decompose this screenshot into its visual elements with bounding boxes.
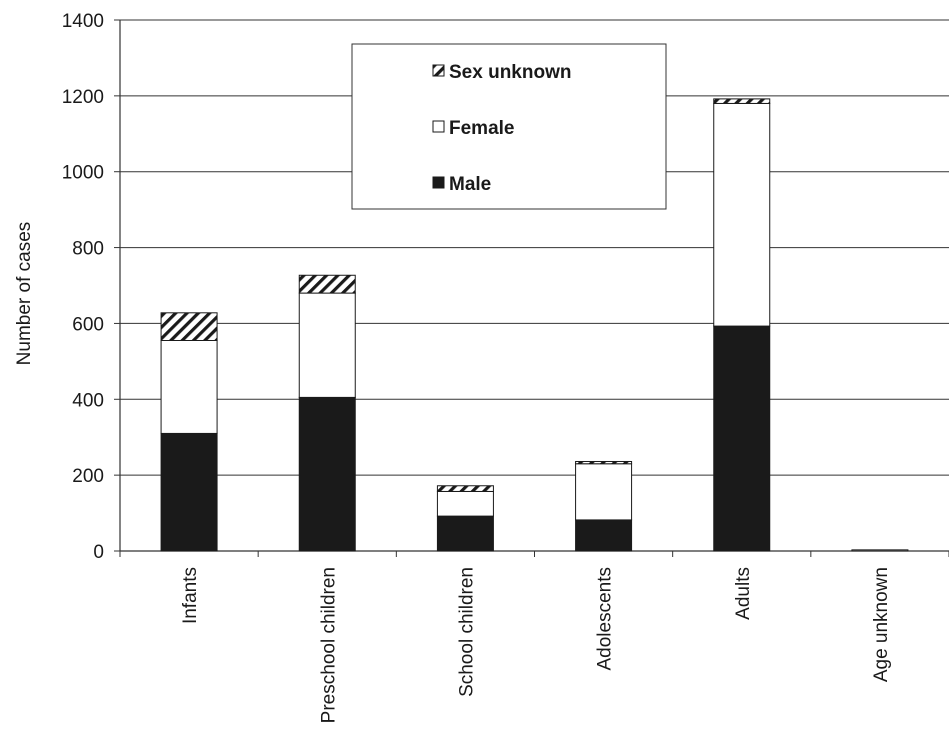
y-tick-label: 400 — [72, 390, 104, 411]
x-category-label: Infants — [180, 567, 201, 624]
x-category-label: Adolescents — [595, 567, 616, 671]
legend-label: Male — [449, 174, 491, 195]
bar-segment-female — [160, 339, 218, 434]
bars — [160, 98, 909, 552]
bar-segment-male — [160, 432, 218, 552]
bar-segment-sex-unknown — [575, 460, 633, 465]
bar-segment-male — [575, 519, 633, 552]
bar-segment-female — [713, 102, 771, 327]
bar-segment-female — [436, 490, 494, 517]
bar-segment-male — [436, 515, 494, 552]
y-axis-title: Number of cases — [14, 222, 35, 366]
bar-segment-sex-unknown — [713, 98, 771, 104]
labels: 0 200 400 600 800 1000 1200 1400 Infants Preschoo… — [14, 11, 892, 723]
bar-segment-male — [298, 396, 356, 552]
bar-segment-female — [851, 549, 909, 552]
y-tick-label: 1000 — [62, 163, 104, 184]
legend-label: Female — [449, 118, 514, 139]
y-tick-label: 800 — [72, 239, 104, 260]
y-tick-label: 0 — [93, 542, 104, 563]
bar-segment-sex-unknown — [298, 274, 356, 294]
legend-swatch-male — [432, 176, 445, 189]
axes — [114, 19, 949, 557]
legend-swatch-sex-unknown — [432, 64, 445, 77]
x-category-label: School children — [456, 567, 477, 697]
bar-segment-sex-unknown — [160, 312, 218, 341]
legend-label: Sex unknown — [449, 62, 571, 83]
x-category-label: Adults — [733, 567, 754, 620]
y-tick-label: 1200 — [62, 87, 104, 108]
legend: Sex unknown Female Male — [351, 43, 667, 210]
bar-segment-male — [713, 325, 771, 552]
x-category-label: Preschool children — [318, 567, 339, 723]
x-category-label: Age unknown — [871, 567, 892, 682]
legend-swatch-female — [432, 120, 445, 133]
y-tick-label: 200 — [72, 466, 104, 487]
legend-box — [351, 43, 667, 210]
y-tick-label: 600 — [72, 314, 104, 335]
bar-segment-female — [575, 463, 633, 521]
bar-segment-female — [298, 292, 356, 398]
bar-segment-sex-unknown — [436, 485, 494, 492]
y-tick-label: 1400 — [62, 11, 104, 32]
